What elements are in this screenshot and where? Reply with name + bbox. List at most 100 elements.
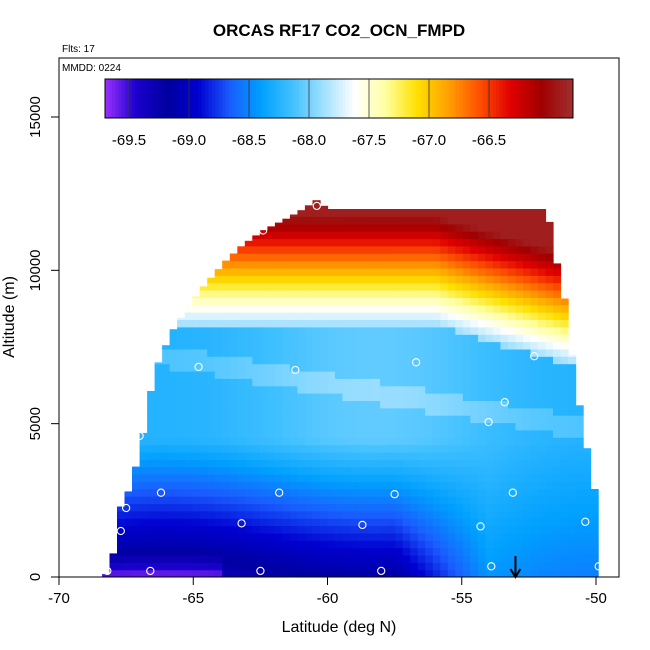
heatmap-cell [192, 488, 201, 497]
heatmap-cell [553, 451, 562, 460]
heatmap-cell [492, 282, 501, 291]
heatmap-cell [462, 481, 471, 490]
heatmap-cell [432, 253, 441, 262]
heatmap-cell [395, 393, 404, 401]
heatmap-cell [402, 334, 411, 343]
colorbar-swatch [369, 79, 373, 118]
heatmap-cell [184, 356, 193, 365]
heatmap-cell [304, 474, 313, 482]
heatmap-cell [395, 312, 404, 320]
heatmap-cell [432, 312, 441, 320]
heatmap-cell [395, 488, 404, 497]
colorbar-swatch [422, 79, 427, 118]
heatmap-cell [440, 267, 449, 276]
heatmap-cell [289, 540, 298, 549]
heatmap-cell [560, 554, 569, 563]
heatmap-cell [274, 393, 283, 401]
heatmap-cell [199, 562, 208, 571]
heatmap-cell [470, 518, 479, 527]
sample-points [103, 201, 609, 576]
heatmap-cell [492, 231, 501, 240]
heatmap-cell [259, 275, 268, 284]
heatmap-cell [289, 547, 298, 556]
colorbar-swatch [389, 79, 393, 118]
heatmap-cell [192, 304, 201, 313]
heatmap-cell [492, 496, 501, 504]
heatmap-cell [222, 334, 231, 343]
colorbar-swatch [181, 79, 186, 118]
heatmap-cell [350, 400, 359, 409]
heatmap-cell [538, 260, 547, 269]
colorbar-swatch [191, 79, 196, 118]
colorbar-swatch [562, 79, 567, 118]
heatmap-cell [304, 209, 313, 217]
heatmap-cell [432, 297, 441, 306]
colorbar-swatch [459, 79, 464, 118]
heatmap-cell [425, 488, 434, 497]
heatmap-cell [523, 290, 532, 298]
heatmap-cell [177, 503, 186, 512]
heatmap-cell [432, 466, 441, 475]
heatmap-cell [515, 444, 524, 453]
heatmap-cell [259, 348, 268, 357]
heatmap-cell [372, 334, 381, 343]
heatmap-cell [477, 238, 486, 247]
heatmap-cell [538, 385, 547, 394]
heatmap-cell [342, 209, 351, 217]
heatmap-cell [523, 532, 532, 541]
heatmap-cell [515, 334, 524, 343]
heatmap-cell [237, 304, 246, 313]
heatmap-cell [252, 525, 261, 534]
heatmap-cell [387, 282, 396, 291]
heatmap-cell [432, 348, 441, 357]
heatmap-cell [545, 503, 554, 512]
heatmap-cell [222, 378, 231, 387]
heatmap-cell [222, 437, 231, 446]
heatmap-cell [289, 312, 298, 320]
colorbar-swatch [165, 79, 170, 118]
heatmap-cell [372, 223, 381, 232]
heatmap-cell [357, 459, 366, 468]
heatmap-cell [162, 503, 171, 512]
heatmap-cell [244, 540, 253, 549]
heatmap-cell [350, 297, 359, 306]
heatmap-cell [538, 223, 547, 232]
heatmap-cell [560, 356, 569, 365]
heatmap-cell [244, 437, 253, 446]
heatmap-cell [417, 304, 426, 313]
heatmap-cell [169, 356, 178, 365]
heatmap-cell [342, 525, 351, 534]
heatmap-cell [327, 231, 336, 240]
heatmap-cell [395, 518, 404, 527]
heatmap-cell [282, 488, 291, 497]
heatmap-cell [214, 378, 223, 387]
colorbar-swatch [429, 79, 434, 118]
heatmap-cell [147, 459, 156, 468]
heatmap-cell [124, 503, 133, 512]
heatmap-cell [312, 290, 321, 298]
heatmap-cell [259, 282, 268, 291]
heatmap-cell [462, 503, 471, 512]
heatmap-cell [365, 474, 374, 482]
heatmap-cell [492, 562, 501, 571]
heatmap-cell [575, 415, 584, 424]
colorbar-swatch [392, 79, 397, 118]
heatmap-cell [259, 466, 268, 475]
heatmap-cell [402, 437, 411, 446]
heatmap-cell [395, 496, 404, 504]
heatmap-cell [124, 547, 133, 556]
heatmap-cell [425, 496, 434, 504]
heatmap-cell [342, 267, 351, 276]
heatmap-cell [462, 341, 471, 350]
heatmap-cell [530, 451, 539, 460]
heatmap-cell [267, 378, 276, 387]
heatmap-cell [229, 451, 238, 460]
heatmap-cell [538, 525, 547, 534]
heatmap-cell [387, 393, 396, 401]
heatmap-cell [530, 267, 539, 276]
heatmap-cell [380, 451, 389, 460]
heatmap-cell [327, 363, 336, 372]
heatmap-cell [485, 569, 494, 577]
heatmap-cell [372, 510, 381, 519]
heatmap-cell [455, 312, 464, 320]
